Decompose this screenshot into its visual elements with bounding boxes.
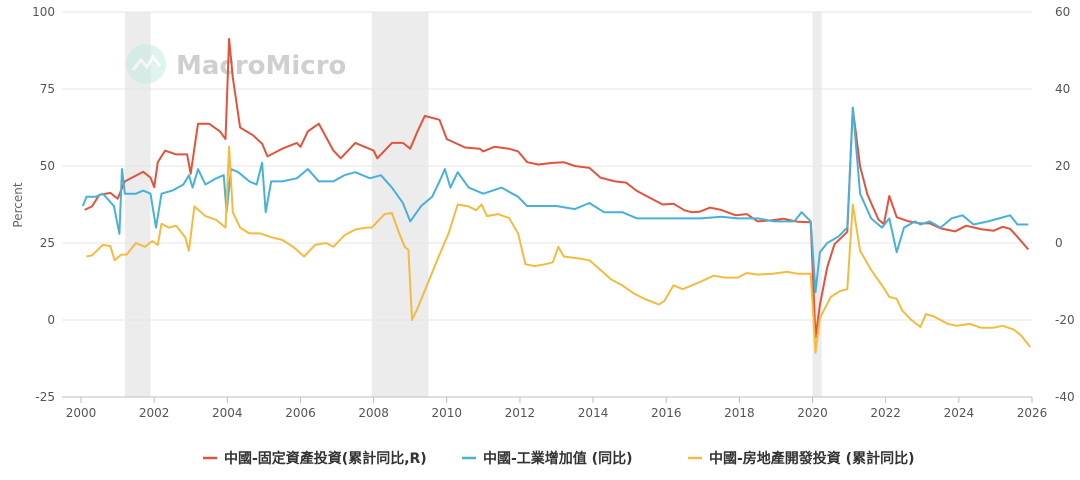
series-line-3 [86, 145, 1031, 354]
left-y-tick-label: 75 [40, 82, 55, 96]
x-tick-label: 2002 [139, 406, 170, 420]
legend-label: 中國-房地產開發投資 (累計同比) [709, 450, 914, 467]
left-y-axis: -25 0 25 50 75 100 [32, 5, 55, 404]
series-lines [81, 37, 1031, 354]
x-tick-label: 2014 [578, 406, 609, 420]
right-y-tick-label: 20 [1055, 159, 1070, 173]
watermark-text: MacroMicro [176, 51, 346, 81]
x-tick-label: 2018 [724, 406, 755, 420]
left-y-tick-label: 50 [40, 159, 55, 173]
x-tick-label: 2016 [651, 406, 682, 420]
left-y-tick-label: 100 [32, 5, 55, 19]
x-tick-label: 2020 [797, 406, 828, 420]
right-y-tick-label: 40 [1055, 82, 1070, 96]
series-line-1 [84, 37, 1030, 339]
shaded-period [812, 12, 822, 397]
x-tick-label: 2008 [358, 406, 389, 420]
right-y-tick-label: 60 [1055, 5, 1070, 19]
right-y-tick-label: -40 [1055, 390, 1075, 404]
logo-chart-glyph [131, 54, 162, 71]
legend: 中國-固定資產投資(累計同比,R) 中國-工業增加值 (同比) 中國-房地產開發投資… [203, 450, 914, 467]
x-tick-label: 2004 [212, 406, 243, 420]
watermark: MacroMicro [126, 44, 346, 84]
shaded-period [371, 12, 429, 397]
x-tick-label: 2024 [944, 406, 975, 420]
series-line-2 [81, 106, 1029, 294]
x-tick-label: 2010 [431, 406, 462, 420]
x-axis: 2000 2002 2004 2006 2008 2010 2012 2014 2016 2018… [62, 396, 1048, 420]
left-y-tick-label: 0 [47, 313, 55, 327]
right-y-axis: -40 -20 0 20 40 60 [1055, 5, 1075, 404]
right-y-tick-label: 0 [1055, 236, 1063, 250]
right-y-tick-label: -20 [1055, 313, 1075, 327]
x-tick-label: 2006 [285, 406, 316, 420]
x-tick-label: 2012 [505, 406, 536, 420]
x-tick-label: 2022 [870, 406, 901, 420]
left-y-axis-title: Percent [11, 182, 25, 227]
x-tick-label: 2026 [1017, 406, 1048, 420]
x-tick-label: 2000 [66, 406, 97, 420]
legend-label: 中國-固定資產投資(累計同比,R) [224, 450, 427, 467]
left-y-tick-label: -25 [35, 390, 55, 404]
legend-label: 中國-工業增加值 (同比) [483, 450, 632, 467]
left-y-tick-label: 25 [40, 236, 55, 250]
